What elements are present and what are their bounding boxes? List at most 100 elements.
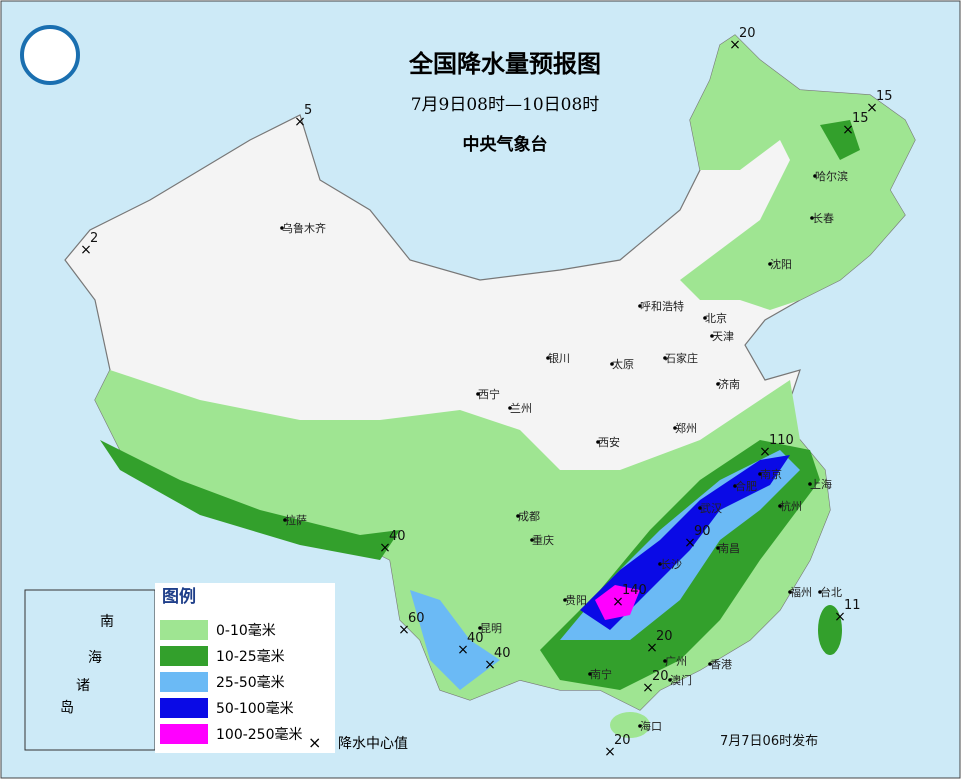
city-label: 重庆 <box>532 533 554 547</box>
city-label: 长沙 <box>660 558 682 571</box>
legend-label: 10-25毫米 <box>216 648 285 665</box>
city-label: 长春 <box>812 212 834 225</box>
center-value: 140 <box>622 583 647 598</box>
title: 全国降水量预报图 <box>408 49 601 78</box>
city-dot <box>808 482 812 486</box>
city-dot <box>663 659 667 663</box>
center-marker: × <box>484 657 496 673</box>
city-label: 郑州 <box>675 421 697 435</box>
city-dot <box>546 356 550 360</box>
city-label: 太原 <box>612 358 634 371</box>
legend-label: 100-250毫米 <box>216 726 303 743</box>
city-dot <box>788 590 792 594</box>
center-marker: × <box>612 594 624 610</box>
city-dot <box>716 382 720 386</box>
city-label: 澳门 <box>670 673 692 687</box>
city-label: 西安 <box>598 435 620 449</box>
city-label: 上海 <box>810 477 832 491</box>
city-dot <box>663 356 667 360</box>
center-marker: × <box>729 37 741 53</box>
city-label: 乌鲁木齐 <box>282 221 326 235</box>
city-label: 昆明 <box>480 622 502 635</box>
city-label: 沈阳 <box>770 257 792 271</box>
city-dot <box>810 216 814 220</box>
center-value: 20 <box>656 629 673 644</box>
inset-label: 岛 <box>60 700 74 716</box>
center-marker: × <box>398 622 410 638</box>
center-value: 110 <box>769 433 794 448</box>
city-label: 兰州 <box>510 402 532 415</box>
center-marker: × <box>379 540 391 556</box>
city-label: 南京 <box>760 467 782 481</box>
legend-label: 50-100毫米 <box>216 700 294 717</box>
city-dot <box>716 546 720 550</box>
center-marker: × <box>759 444 771 460</box>
city-label: 哈尔滨 <box>815 169 848 183</box>
center-value: 40 <box>494 646 511 661</box>
city-dot <box>758 472 762 476</box>
city-label: 济南 <box>718 377 740 391</box>
inset-label: 南 <box>100 614 114 630</box>
city-label: 南昌 <box>718 542 740 555</box>
rain-areas <box>95 35 915 738</box>
city-dot <box>476 392 480 396</box>
center-value: 15 <box>852 111 869 126</box>
legend-swatch <box>160 620 208 640</box>
inset <box>24 589 156 751</box>
legend-label: 25-50毫米 <box>216 674 285 691</box>
legend-swatch <box>160 672 208 692</box>
city-dot <box>283 518 287 522</box>
city-dot <box>818 590 822 594</box>
city-dot <box>280 226 284 230</box>
legend-label: 0-10毫米 <box>216 622 276 639</box>
center-marker: × <box>642 680 654 696</box>
city-dot <box>658 562 662 566</box>
city-label: 南宁 <box>590 667 612 681</box>
center-value: 5 <box>304 103 312 118</box>
center-value: 40 <box>389 529 406 544</box>
center-value: 20 <box>614 733 631 748</box>
center-marker: × <box>646 640 658 656</box>
city-dot <box>638 304 642 308</box>
center-marker: × <box>294 114 306 130</box>
city-label: 合肥 <box>735 479 757 493</box>
city-dot <box>768 262 772 266</box>
center-marker: × <box>457 642 469 658</box>
center-value: 20 <box>739 26 756 41</box>
center-value: 90 <box>694 524 711 539</box>
city-dot <box>778 504 782 508</box>
legend-swatch <box>160 698 208 718</box>
city-label: 呼和浩特 <box>640 299 684 313</box>
city-dot <box>710 334 714 338</box>
center-marker: × <box>834 609 846 625</box>
city-dot <box>673 426 677 430</box>
center-marker: × <box>684 535 696 551</box>
city-label: 石家庄 <box>665 351 698 365</box>
center-value: 15 <box>876 89 893 104</box>
city-dot <box>478 626 482 630</box>
city-label: 海口 <box>640 719 662 733</box>
city-label: 西宁 <box>478 387 500 401</box>
city-label: 台北 <box>820 585 842 599</box>
city-dot <box>610 362 614 366</box>
legend-title: 图例 <box>162 586 196 607</box>
legend-swatch <box>160 646 208 666</box>
city-dot <box>516 514 520 518</box>
city-label: 杭州 <box>780 499 802 513</box>
city-dot <box>668 678 672 682</box>
center-value: 2 <box>90 231 98 246</box>
center-value: 20 <box>652 669 669 684</box>
city-label: 福州 <box>790 585 812 599</box>
overlay: 乌鲁木齐拉萨西宁兰州银川呼和浩特北京天津石家庄太原济南郑州西安成都重庆贵阳昆明南… <box>60 26 893 760</box>
legend-marker: × <box>308 733 321 752</box>
city-dot <box>563 598 567 602</box>
city-dot <box>596 440 600 444</box>
logo <box>20 25 80 85</box>
issuer: 中央气象台 <box>463 134 548 155</box>
center-marker: × <box>866 100 878 116</box>
city-label: 贵阳 <box>565 594 587 607</box>
city-dot <box>698 506 702 510</box>
city-dot <box>813 174 817 178</box>
city-dot <box>508 406 512 410</box>
